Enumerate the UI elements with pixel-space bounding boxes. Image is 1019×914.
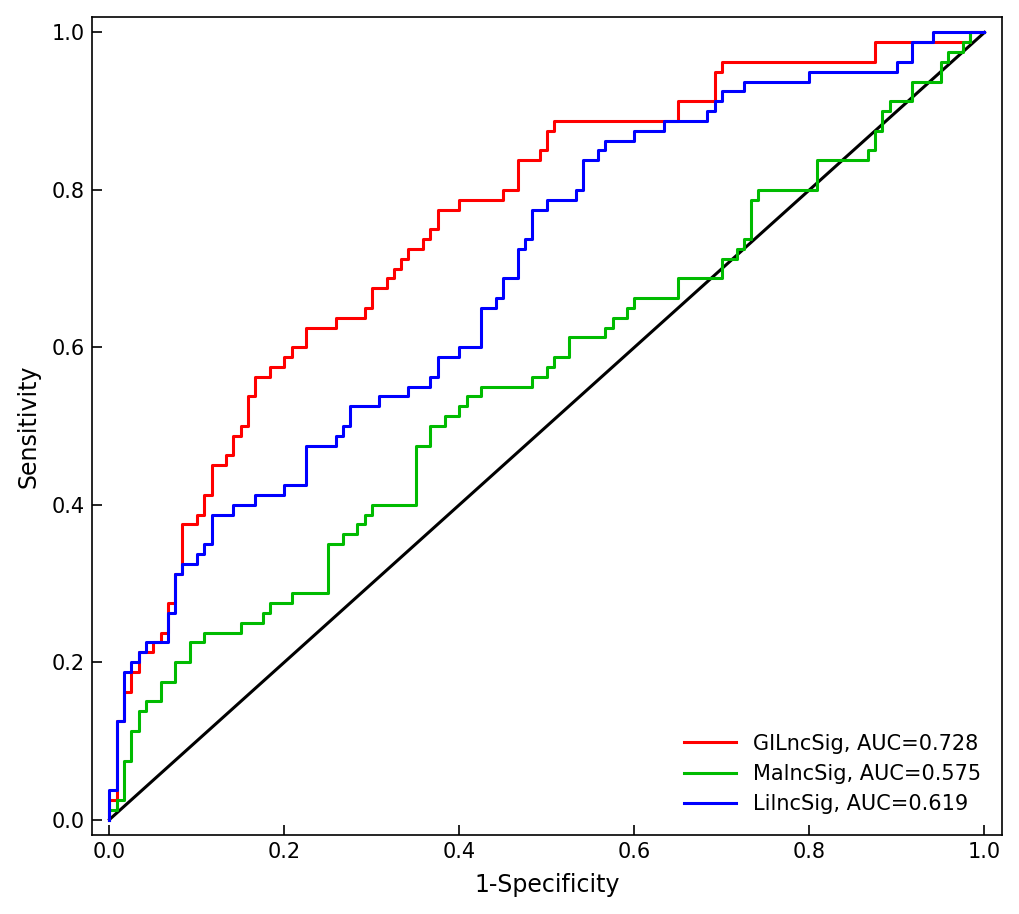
LilncSig, AUC=0.619 bbox=[475, 342, 487, 353]
Y-axis label: Sensitivity: Sensitivity bbox=[16, 364, 41, 488]
Line: GILncSig, AUC=0.728: GILncSig, AUC=0.728 bbox=[109, 32, 983, 820]
GILncSig, AUC=0.728 bbox=[512, 175, 524, 186]
GILncSig, AUC=0.728 bbox=[963, 27, 975, 37]
MalncSig, AUC=0.575 bbox=[540, 371, 552, 382]
LilncSig, AUC=0.619 bbox=[489, 303, 501, 314]
LilncSig, AUC=0.619 bbox=[926, 27, 938, 37]
GILncSig, AUC=0.728 bbox=[401, 243, 414, 254]
Legend: GILncSig, AUC=0.728, MalncSig, AUC=0.575, LilncSig, AUC=0.619: GILncSig, AUC=0.728, MalncSig, AUC=0.575… bbox=[674, 723, 990, 824]
LilncSig, AUC=0.619 bbox=[242, 499, 254, 510]
MalncSig, AUC=0.575 bbox=[956, 37, 968, 48]
MalncSig, AUC=0.575 bbox=[103, 814, 115, 825]
MalncSig, AUC=0.575 bbox=[504, 381, 517, 392]
Line: MalncSig, AUC=0.575: MalncSig, AUC=0.575 bbox=[109, 32, 983, 820]
GILncSig, AUC=0.728 bbox=[103, 814, 115, 825]
Line: LilncSig, AUC=0.619: LilncSig, AUC=0.619 bbox=[109, 32, 983, 820]
GILncSig, AUC=0.728 bbox=[956, 37, 968, 48]
LilncSig, AUC=0.619 bbox=[103, 814, 115, 825]
GILncSig, AUC=0.728 bbox=[431, 224, 443, 235]
MalncSig, AUC=0.575 bbox=[613, 313, 626, 324]
MalncSig, AUC=0.575 bbox=[307, 588, 319, 599]
LilncSig, AUC=0.619 bbox=[766, 76, 779, 87]
GILncSig, AUC=0.728 bbox=[213, 460, 225, 471]
LilncSig, AUC=0.619 bbox=[956, 27, 968, 37]
MalncSig, AUC=0.575 bbox=[977, 27, 989, 37]
MalncSig, AUC=0.575 bbox=[963, 27, 975, 37]
MalncSig, AUC=0.575 bbox=[824, 154, 837, 165]
LilncSig, AUC=0.619 bbox=[977, 27, 989, 37]
GILncSig, AUC=0.728 bbox=[752, 57, 764, 68]
GILncSig, AUC=0.728 bbox=[977, 27, 989, 37]
X-axis label: 1-Specificity: 1-Specificity bbox=[474, 874, 620, 898]
LilncSig, AUC=0.619 bbox=[533, 204, 545, 215]
